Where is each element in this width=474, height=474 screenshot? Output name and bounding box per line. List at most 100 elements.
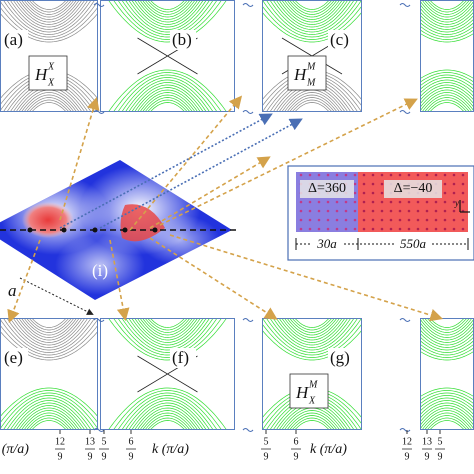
band-curve (262, 323, 362, 358)
band-curve (420, 405, 474, 423)
band-curve (286, 412, 338, 430)
band-curve (286, 94, 338, 112)
label-bg (328, 30, 354, 50)
ham-sub: M (306, 77, 316, 88)
break-mark (399, 428, 411, 432)
band-curve (281, 318, 343, 341)
tick-num: 5 (102, 436, 107, 447)
band-curve (107, 387, 228, 430)
hamiltonian-box (28, 55, 68, 91)
band-curve (28, 0, 70, 13)
band-curve (0, 318, 98, 356)
band-curve (281, 407, 343, 430)
band-curve (429, 102, 465, 112)
band-curve (269, 0, 355, 33)
break-mark (242, 318, 254, 322)
band-panel (420, 318, 474, 430)
band-curve (283, 410, 341, 430)
band-curve (28, 99, 70, 112)
band-curve (112, 72, 223, 112)
band-curve (134, 0, 201, 25)
band-curve (26, 97, 72, 112)
band-curve (420, 400, 474, 415)
ham-sup: M (308, 379, 318, 390)
band-curve (429, 420, 465, 430)
tick-labels: 1291395969596912913959k (π/a)k (π/a)k (π… (0, 430, 445, 462)
band-panel (262, 318, 362, 430)
panel-label: (g) (330, 348, 350, 367)
band-curve (107, 69, 228, 112)
band-curve (420, 390, 474, 401)
tick-den: 9 (129, 451, 134, 462)
tick-den: 9 (88, 451, 93, 462)
panel-label: (e) (4, 348, 23, 367)
band-curve (283, 92, 341, 112)
band-curve (117, 318, 218, 356)
band-curve (421, 0, 473, 18)
band-curve (272, 318, 352, 348)
band-curve (18, 318, 80, 341)
band-curve (420, 69, 474, 80)
band-curve (117, 74, 218, 112)
band-curve (128, 0, 207, 30)
band-curve (294, 420, 330, 430)
band-curve (262, 11, 362, 43)
band-curve (291, 318, 333, 331)
band-curve (429, 318, 465, 328)
band-curve (136, 318, 199, 341)
band-curve (9, 400, 89, 430)
band-curve (420, 32, 474, 43)
band-curve (281, 0, 343, 23)
band-curve (149, 0, 186, 10)
panel-frame (100, 318, 235, 430)
band-curve (420, 15, 474, 30)
band-curve (107, 0, 228, 43)
band-curve (26, 0, 72, 15)
band-curve (117, 0, 218, 38)
band-curve (294, 318, 330, 328)
panel-label: (a) (4, 30, 23, 49)
band-curve (262, 318, 362, 356)
band-curve (136, 407, 199, 430)
axis-label: k (π/a) (152, 442, 189, 457)
band-curve (426, 0, 468, 13)
tick-num: 12 (402, 436, 412, 447)
band-curve (107, 318, 228, 361)
band-curve (18, 0, 80, 23)
band-curve (420, 407, 474, 426)
arrows (7, 95, 444, 323)
band-curve (2, 395, 96, 430)
band-curve (289, 97, 335, 112)
band-curve (424, 0, 470, 15)
ham-base: H (34, 65, 49, 84)
band-curve (420, 79, 474, 94)
band-curve (112, 0, 223, 40)
break-mark (93, 428, 105, 432)
panel-frame (262, 318, 362, 430)
band-curve (26, 415, 72, 430)
panel-frame (0, 0, 98, 112)
panel-frame (262, 0, 362, 112)
band-curve (9, 318, 89, 348)
band-curve (142, 412, 194, 430)
band-curve (420, 395, 474, 408)
label-bg (2, 30, 28, 50)
band-curve (2, 0, 96, 35)
panel-label: (f) (172, 348, 189, 367)
band-curve (31, 420, 67, 430)
band-curve (420, 325, 474, 343)
band-curve (294, 0, 330, 10)
band-curve (6, 397, 92, 430)
band-curve (291, 0, 333, 13)
band-curve (2, 318, 96, 353)
band-panel (107, 0, 228, 112)
band-curve (134, 405, 201, 430)
region-right-label: Δ=−40 (394, 181, 433, 196)
band-curve (144, 0, 191, 15)
band-curve (20, 92, 78, 112)
band-curve (112, 318, 223, 358)
band-curve (429, 0, 465, 10)
break-mark (399, 3, 411, 7)
tick-den: 9 (58, 451, 63, 462)
